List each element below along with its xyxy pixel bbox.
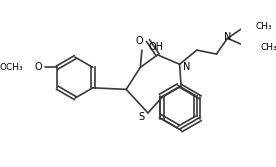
- Text: N: N: [184, 62, 191, 72]
- Text: O: O: [136, 36, 144, 46]
- Text: O: O: [34, 62, 42, 72]
- Text: OCH₃: OCH₃: [0, 63, 23, 72]
- Text: OH: OH: [148, 42, 163, 52]
- Text: CH₃: CH₃: [261, 43, 276, 52]
- Text: S: S: [138, 112, 144, 122]
- Text: CH₃: CH₃: [256, 22, 272, 31]
- Text: N: N: [224, 32, 231, 42]
